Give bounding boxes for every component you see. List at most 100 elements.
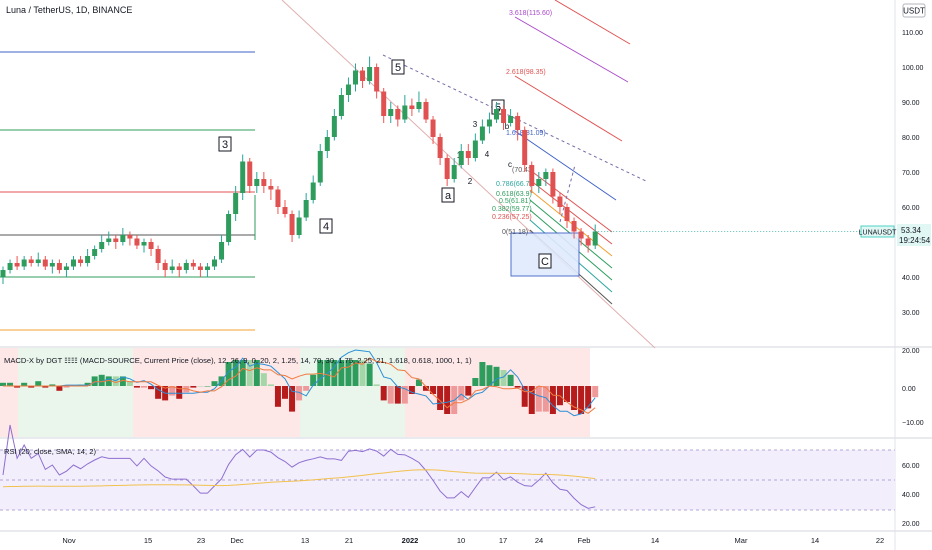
candle-body bbox=[501, 109, 507, 123]
candle-body bbox=[494, 109, 499, 120]
candle-body bbox=[127, 235, 133, 239]
candle-body bbox=[543, 172, 549, 179]
macd-indicator[interactable] bbox=[0, 349, 599, 417]
macd-bar bbox=[42, 386, 49, 388]
candle-body bbox=[529, 165, 535, 186]
wave-label-box bbox=[319, 218, 333, 234]
candle-body bbox=[99, 242, 105, 249]
candle-body bbox=[486, 119, 492, 127]
candle-body bbox=[409, 105, 415, 109]
macd-bar bbox=[204, 386, 211, 387]
macd-bar bbox=[507, 374, 514, 386]
time-tick: 24 bbox=[535, 536, 543, 545]
macd-bar bbox=[225, 362, 232, 386]
macd-bar bbox=[112, 376, 119, 386]
candle-body bbox=[338, 95, 344, 116]
candle-body bbox=[374, 67, 380, 92]
macd-bg-region bbox=[0, 348, 18, 437]
candle-body bbox=[578, 231, 584, 239]
macd-bar bbox=[486, 365, 493, 386]
macd-bar bbox=[63, 386, 70, 388]
wave-label: 5 bbox=[495, 102, 501, 114]
candle-body bbox=[240, 161, 246, 193]
time-tick: 23 bbox=[197, 536, 205, 545]
macd-bar bbox=[56, 386, 63, 391]
currency-badge-box[interactable] bbox=[902, 3, 926, 18]
macd-bar bbox=[430, 386, 437, 394]
candle-body bbox=[585, 238, 591, 246]
macd-bar bbox=[267, 384, 274, 386]
macd-bar bbox=[338, 360, 345, 386]
time-tick: Dec bbox=[230, 536, 244, 545]
candle-body bbox=[402, 105, 408, 120]
macd-bar bbox=[35, 381, 42, 386]
candle-body bbox=[465, 151, 471, 158]
candle-body bbox=[197, 266, 203, 270]
macd-bar bbox=[472, 378, 479, 386]
candle-body bbox=[226, 214, 232, 242]
price-tick: 60.00 bbox=[902, 205, 920, 212]
macd-label[interactable]: MACD-X by DGT ☷☷ (MACD-SOURCE, Current P… bbox=[4, 356, 472, 365]
candle-body bbox=[381, 91, 387, 116]
candle-body bbox=[395, 109, 401, 120]
candle-body bbox=[162, 263, 168, 270]
time-tick: 2022 bbox=[402, 536, 419, 545]
wave-label: C bbox=[541, 256, 549, 268]
macd-bar bbox=[49, 384, 56, 386]
price-axis: 110.00100.0090.0080.0070.0060.0050.0040.… bbox=[902, 30, 924, 317]
macd-bar bbox=[303, 386, 310, 391]
macd-bar bbox=[239, 360, 246, 386]
macd-bar bbox=[197, 386, 204, 387]
wave-label: 3 bbox=[473, 120, 478, 129]
candle-body bbox=[169, 266, 175, 270]
candle-body bbox=[85, 256, 91, 263]
wave-label: 4 bbox=[323, 221, 329, 233]
wave-label-box bbox=[441, 187, 455, 203]
projection-line bbox=[559, 164, 576, 223]
candle-body bbox=[289, 214, 295, 235]
price-tick: 90.00 bbox=[902, 100, 920, 107]
candle-body bbox=[430, 119, 436, 137]
candle-body bbox=[416, 102, 422, 109]
candle-body bbox=[564, 207, 570, 221]
rsi-tick: 20.00 bbox=[902, 521, 920, 528]
macd-bar bbox=[98, 374, 105, 386]
macd-axis: 20.00 0.00 −10.00 bbox=[902, 348, 924, 427]
candle-body bbox=[261, 179, 267, 186]
rsi-indicator[interactable] bbox=[2, 424, 596, 509]
candle-body bbox=[550, 172, 556, 197]
macd-bar bbox=[28, 386, 35, 388]
macd-bar bbox=[246, 360, 253, 386]
macd-bar bbox=[253, 360, 260, 386]
chart-title: Luna / TetherUS, 1D, BINANCE bbox=[6, 5, 132, 15]
time-tick: 17 bbox=[499, 536, 507, 545]
time-tick: Nov bbox=[62, 536, 76, 545]
currency-badge[interactable]: USDT bbox=[903, 7, 925, 16]
candles[interactable] bbox=[0, 56, 896, 285]
fib-ret-line bbox=[529, 169, 613, 233]
candle-body bbox=[254, 179, 260, 186]
candle-body bbox=[63, 266, 69, 270]
candle-body bbox=[42, 259, 48, 267]
macd-bar bbox=[352, 360, 359, 386]
candle-body bbox=[353, 70, 358, 85]
candle-body bbox=[92, 249, 98, 256]
candle-body bbox=[35, 259, 41, 263]
macd-bar bbox=[282, 386, 288, 399]
candle-body bbox=[360, 70, 366, 81]
macd-tick: 0.00 bbox=[902, 386, 916, 393]
macd-bar bbox=[585, 386, 592, 409]
candle-body bbox=[155, 249, 161, 263]
rsi-tick: 60.00 bbox=[902, 463, 920, 470]
rsi-label[interactable]: RSI (20, close, SMA, 14, 2) bbox=[4, 447, 96, 456]
candle-body bbox=[71, 259, 76, 267]
macd-bar bbox=[373, 384, 380, 386]
candle-body bbox=[190, 263, 196, 267]
fib-ret-label: 0.618(63.9) bbox=[496, 191, 532, 198]
candle-body bbox=[56, 263, 62, 270]
price-tick: 80.00 bbox=[902, 135, 920, 142]
candle-body bbox=[176, 266, 182, 270]
macd-bar bbox=[14, 386, 21, 388]
